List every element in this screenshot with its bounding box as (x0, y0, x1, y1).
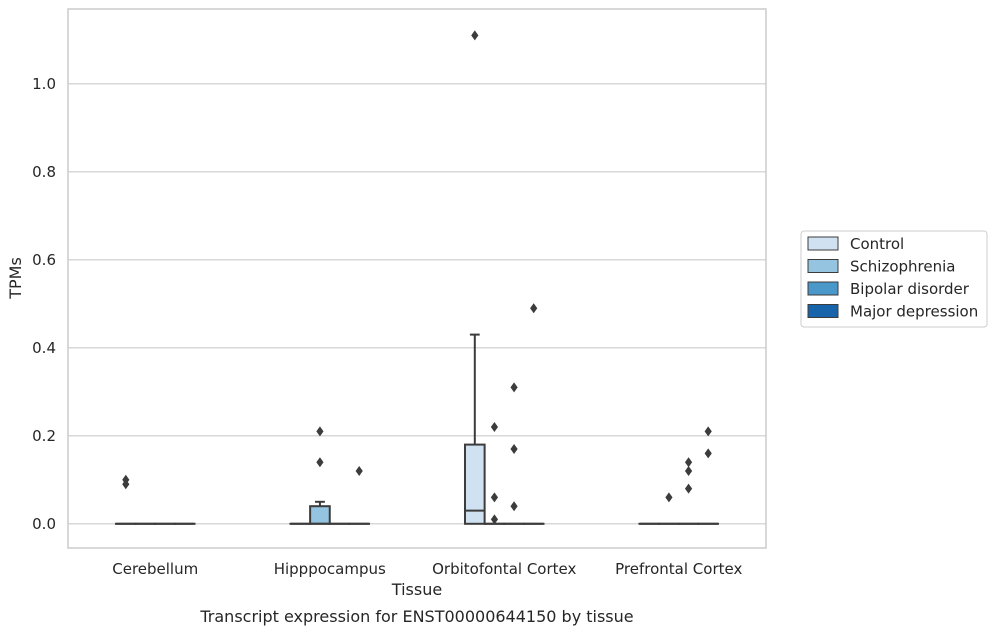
legend-swatch (807, 259, 839, 273)
outlier-point (122, 479, 130, 490)
outlier-point (665, 492, 673, 503)
box-control (463, 333, 486, 525)
outlier-point (704, 448, 712, 459)
outlier-point (355, 466, 363, 476)
box-body (463, 443, 486, 525)
chart-caption: Transcript expression for ENST0000064415… (199, 607, 633, 626)
outlier-point (510, 444, 518, 454)
legend-item: Schizophrenia (807, 258, 955, 276)
x-axis-label: Tissue (391, 580, 442, 599)
y-tick-label: 0.4 (32, 339, 56, 357)
outlier-points (122, 30, 712, 525)
legend-item: Major depression (807, 303, 978, 321)
y-tick-label: 0.6 (32, 251, 56, 269)
outlier-point (684, 457, 693, 468)
outlier-point (684, 466, 693, 476)
legend-frame (800, 230, 988, 328)
outlier-point (510, 382, 518, 393)
outlier-point (704, 426, 712, 437)
y-tick-label: 0.0 (32, 515, 56, 533)
outlier-point (684, 483, 693, 494)
outlier-point (490, 492, 499, 503)
y-tick-labels: 0.0 0.2 0.4 0.6 0.8 1.0 (32, 75, 56, 533)
y-tick-label: 1.0 (32, 75, 56, 93)
legend: Control Schizophrenia Bipolar disorder Majo… (800, 230, 988, 328)
boxes (114, 333, 720, 525)
outlier-point (490, 422, 499, 432)
legend-swatch (807, 304, 839, 318)
legend-item: Bipolar disorder (807, 280, 970, 298)
outlier-point (510, 501, 518, 512)
outlier-point (316, 426, 324, 437)
x-tick-label: Hipppocampus (274, 560, 386, 578)
legend-items: Control Schizophrenia Bipolar disorder Majo… (807, 235, 978, 321)
legend-label: Major depression (850, 303, 978, 321)
outlier-point (530, 303, 538, 314)
legend-item: Control (807, 235, 904, 253)
box-body (309, 505, 331, 525)
box-schizophrenia (309, 500, 331, 525)
plot-frame (67, 8, 767, 549)
y-axis-label: TPMs (6, 257, 25, 300)
legend-label: Bipolar disorder (850, 280, 970, 298)
legend-label: Schizophrenia (850, 258, 955, 276)
outlier-point (471, 30, 479, 41)
legend-swatch (807, 236, 839, 251)
outlier-point (316, 457, 324, 468)
legend-label: Control (850, 235, 904, 253)
x-tick-label: Orbitofontal Cortex (432, 560, 576, 578)
outlier-point (490, 514, 499, 525)
y-tick-label: 0.2 (32, 427, 56, 445)
x-tick-label: Prefrontal Cortex (615, 560, 742, 578)
x-tick-labels: Cerebellum Hipppocampus Orbitofontal Corte… (112, 560, 742, 578)
y-tick-label: 0.8 (32, 163, 56, 181)
x-tick-label: Cerebellum (112, 560, 198, 578)
legend-swatch (807, 281, 839, 296)
grid-lines (68, 83, 766, 525)
